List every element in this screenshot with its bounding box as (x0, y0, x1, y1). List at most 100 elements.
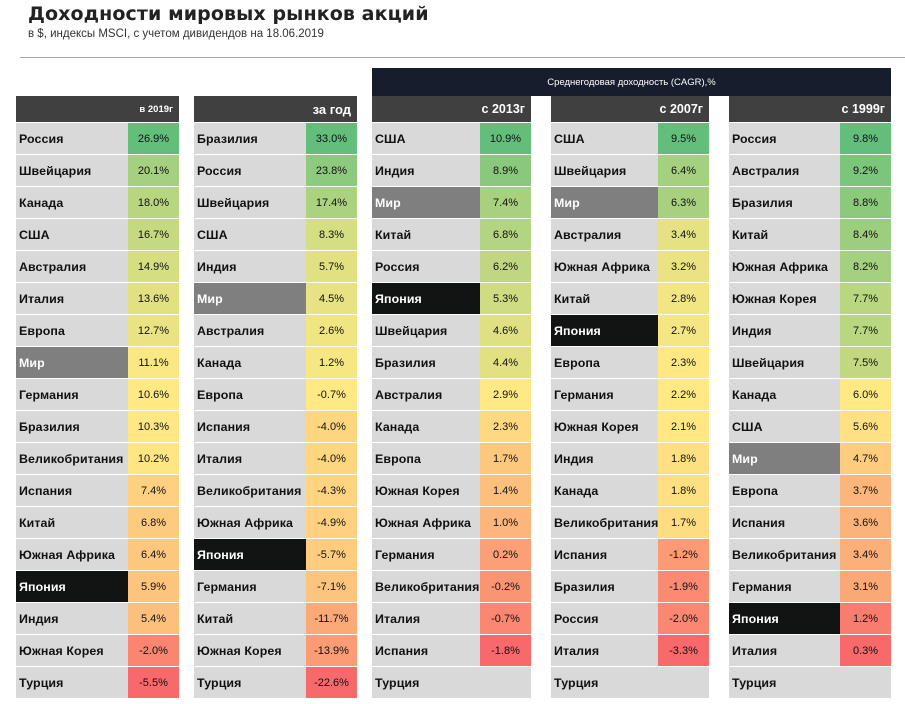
returns-table: с 2013г США 10.9% Индия 8.9% Мир 7.4% Китай 6.8%… (372, 96, 531, 699)
return-value: -0.7% (480, 603, 531, 634)
table-row: Бразилия 10.3% (16, 411, 179, 443)
table-row: Канада 2.3% (372, 411, 531, 443)
return-value: 10.2% (128, 443, 179, 474)
country-name: Южная Африка (372, 507, 480, 538)
return-value: 3.2% (658, 251, 709, 282)
return-value: 3.7% (840, 475, 891, 506)
table-row: Германия -7.1% (194, 571, 357, 603)
return-value: 6.4% (128, 539, 179, 570)
return-value: 7.5% (840, 347, 891, 378)
table-row: Швейцария 7.5% (729, 347, 891, 379)
country-name: США (729, 411, 840, 442)
table-row: Канада 1.8% (551, 475, 709, 507)
table-row: Швейцария 20.1% (16, 155, 179, 187)
table-row: Испания -1.8% (372, 635, 531, 667)
returns-table: с 1999г Россия 9.8% Австралия 9.2% Бразилия 8.… (729, 96, 891, 699)
country-name: Австралия (729, 155, 840, 186)
cagr-group-header: Среднегодовая доходность (CAGR),% (372, 68, 891, 96)
return-value: 17.4% (306, 187, 357, 218)
return-value: 1.0% (480, 507, 531, 538)
country-name: США (551, 123, 658, 154)
country-name: Турция (551, 667, 658, 698)
page-title: Доходности мировых рынков акций (28, 3, 429, 25)
country-name: Австралия (551, 219, 658, 250)
table-row: Испания -4.0% (194, 411, 357, 443)
country-name: Мир (372, 187, 480, 218)
country-name: Великобритания (194, 475, 306, 506)
return-value: 2.7% (658, 315, 709, 346)
table-row: Бразилия 33.0% (194, 123, 357, 155)
table-row: Южная Африка 8.2% (729, 251, 891, 283)
table-row: Европа 1.7% (372, 443, 531, 475)
table-header: в 2019г (16, 96, 179, 123)
country-name: Европа (729, 475, 840, 506)
country-name: Япония (194, 539, 306, 570)
country-name: Испания (551, 539, 658, 570)
table-row: Турция -22.6% (194, 667, 357, 699)
country-name: Южная Африка (194, 507, 306, 538)
country-name: Индия (16, 603, 128, 634)
table-row: Великобритания -4.3% (194, 475, 357, 507)
table-row: США 16.7% (16, 219, 179, 251)
country-name: Германия (551, 379, 658, 410)
country-name: Европа (16, 315, 128, 346)
return-value: -4.9% (306, 507, 357, 538)
return-value: 1.8% (658, 475, 709, 506)
return-value: 9.2% (840, 155, 891, 186)
table-row: Италия 0.3% (729, 635, 891, 667)
return-value: -5.7% (306, 539, 357, 570)
country-name: Австралия (372, 379, 480, 410)
country-name: Индия (551, 443, 658, 474)
country-name: Бразилия (729, 187, 840, 218)
table-row: Австралия 3.4% (551, 219, 709, 251)
table-row: Швейцария 17.4% (194, 187, 357, 219)
return-value (658, 667, 709, 698)
country-name: Россия (729, 123, 840, 154)
country-name: Индия (194, 251, 306, 282)
returns-table: в 2019г Россия 26.9% Швейцария 20.1% Канада 18… (16, 96, 179, 699)
return-value: -5.5% (128, 667, 179, 698)
country-name: Европа (372, 443, 480, 474)
return-value (840, 667, 891, 698)
country-name: Китай (16, 507, 128, 538)
return-value: 6.0% (840, 379, 891, 410)
return-value: 1.7% (480, 443, 531, 474)
return-value: 2.3% (658, 347, 709, 378)
country-name: Испания (16, 475, 128, 506)
return-value: 11.1% (128, 347, 179, 378)
table-row: Бразилия 4.4% (372, 347, 531, 379)
return-value: 9.5% (658, 123, 709, 154)
return-value: 5.4% (128, 603, 179, 634)
return-value: -13.9% (306, 635, 357, 666)
table-row: Индия 5.7% (194, 251, 357, 283)
table-row: Австралия 9.2% (729, 155, 891, 187)
return-value: 7.7% (840, 283, 891, 314)
table-row: Южная Корея -13.9% (194, 635, 357, 667)
return-value: 8.8% (840, 187, 891, 218)
return-value: 2.8% (658, 283, 709, 314)
table-header: с 2013г (372, 96, 531, 123)
cagr-group-label: Среднегодовая доходность (CAGR),% (547, 76, 716, 88)
return-value: -2.0% (128, 635, 179, 666)
return-value: 23.8% (306, 155, 357, 186)
return-value: -0.7% (306, 379, 357, 410)
country-name: Бразилия (372, 347, 480, 378)
table-row: США 8.3% (194, 219, 357, 251)
country-name: Канада (372, 411, 480, 442)
country-name: Мир (551, 187, 658, 218)
return-value: 6.2% (480, 251, 531, 282)
country-name: Германия (16, 379, 128, 410)
return-value: 13.6% (128, 283, 179, 314)
country-name: Китай (372, 219, 480, 250)
return-value: -1.2% (658, 539, 709, 570)
country-name: Россия (551, 603, 658, 634)
return-value: 6.4% (658, 155, 709, 186)
table-row: Россия 23.8% (194, 155, 357, 187)
table-row: Китай -11.7% (194, 603, 357, 635)
table-row: Индия 5.4% (16, 603, 179, 635)
table-row: Южная Корея 2.1% (551, 411, 709, 443)
return-value: 9.8% (840, 123, 891, 154)
table-row: Индия 7.7% (729, 315, 891, 347)
table-row: Китай 2.8% (551, 283, 709, 315)
country-name: Великобритания (372, 571, 480, 602)
